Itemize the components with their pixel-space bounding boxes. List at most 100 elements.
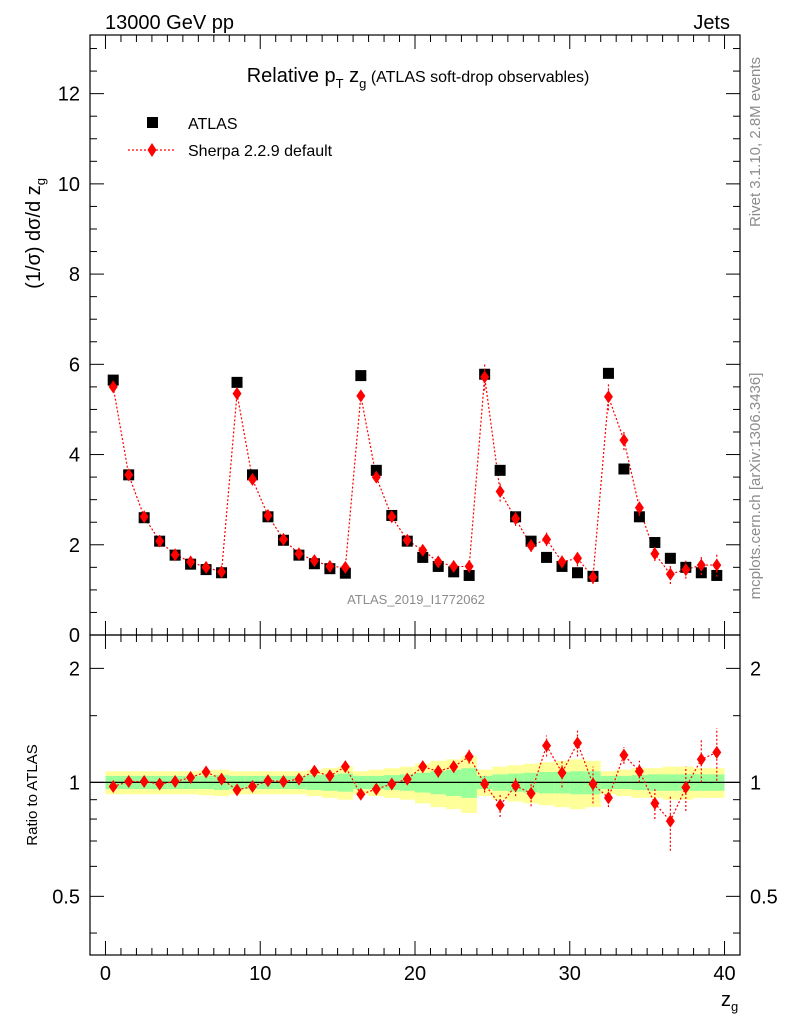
ratio-tick-label-right: 1 — [750, 772, 761, 794]
ratio-point — [340, 760, 350, 774]
ratio-point — [309, 764, 319, 778]
ratio-point — [634, 764, 644, 778]
energy-label: 13000 GeV pp — [105, 12, 234, 34]
ratio-series-layer — [108, 728, 722, 851]
analysis-watermark: ATLAS_2019_I1772062 — [347, 592, 485, 607]
title-z: z — [344, 65, 360, 87]
atlas-point — [695, 567, 707, 579]
sherpa-point — [139, 510, 149, 524]
legend-marker-atlas — [147, 117, 158, 128]
title-z-sub: g — [359, 76, 366, 91]
atlas-point — [231, 376, 243, 388]
ratio-point — [526, 786, 536, 800]
sherpa-point — [619, 433, 629, 447]
rivet-label: Rivet 3.1.10, 2.8M events — [747, 57, 764, 227]
sherpa-point — [186, 555, 196, 569]
sherpa-point — [263, 508, 273, 522]
ratio-point — [464, 750, 474, 764]
sherpa-point — [340, 560, 350, 574]
atlas-point — [355, 370, 367, 382]
ratio-point — [402, 772, 412, 786]
ratio-point — [124, 775, 134, 789]
ratio-tick-label: 2 — [69, 658, 80, 680]
ratio-point — [232, 783, 242, 797]
sherpa-point — [356, 389, 366, 403]
sherpa-point — [696, 558, 706, 572]
axis-ticks — [89, 35, 741, 955]
sherpa-point — [542, 532, 552, 546]
sherpa-point — [201, 560, 211, 574]
ratio-tick-label-right: 0.5 — [750, 886, 778, 908]
title-p: p — [325, 65, 336, 87]
process-label: Jets — [693, 12, 730, 34]
ratio-tick-label-right: 2 — [750, 658, 761, 680]
sherpa-point — [309, 554, 319, 568]
ratio-point — [588, 777, 598, 791]
atlas-point — [664, 552, 676, 564]
ratio-point — [665, 814, 675, 828]
sherpa-point — [634, 501, 644, 515]
ratio-point — [186, 770, 196, 784]
y-tick-label: 10 — [58, 174, 80, 196]
sherpa-point — [433, 555, 443, 569]
y-tick-label: 8 — [69, 264, 80, 286]
ratio-point — [248, 780, 257, 794]
sherpa-point — [124, 468, 134, 482]
atlas-point — [633, 511, 645, 523]
sherpa-point — [325, 559, 335, 573]
ratio-point — [542, 739, 552, 753]
ratio-point — [278, 775, 288, 789]
ratio-axis-label: Ratio to ATLAS — [24, 744, 41, 845]
y-tick-label: 6 — [69, 354, 80, 376]
ratio-point — [170, 775, 180, 789]
sherpa-point — [155, 534, 165, 548]
x-tick-label: 20 — [404, 963, 426, 985]
sherpa-point — [170, 548, 180, 562]
ratio-point — [263, 774, 273, 788]
y-tick-label: 4 — [69, 445, 80, 467]
main-series-layer — [107, 363, 723, 585]
atlas-point — [494, 464, 506, 476]
x-tick-label: 40 — [713, 963, 735, 985]
ratio-point — [217, 772, 227, 786]
y-tick-label: 2 — [69, 535, 80, 557]
ratio-point — [108, 780, 118, 794]
sherpa-point — [108, 380, 118, 394]
sherpa-point — [294, 547, 304, 561]
sherpa-point — [278, 532, 288, 546]
atlas-point — [572, 567, 583, 579]
sherpa-line — [112, 376, 717, 579]
atlas-point — [602, 367, 614, 379]
ratio-point — [201, 765, 211, 779]
sherpa-point — [402, 533, 412, 547]
atlas-point — [107, 374, 119, 386]
atlas-point — [541, 551, 553, 563]
y-axis-label: (1/σ) dσ/d zg — [23, 178, 48, 289]
sherpa-point — [588, 570, 598, 584]
legend-label-sherpa: Sherpa 2.2.9 default — [188, 143, 333, 160]
ratio-point — [433, 764, 443, 778]
ratio-point — [418, 760, 428, 774]
sherpa-point — [464, 559, 474, 573]
ratio-point — [294, 772, 304, 786]
ratio-line — [113, 741, 718, 823]
sherpa-point — [480, 370, 490, 384]
band-inner — [461, 768, 477, 798]
ratio-point — [387, 777, 397, 791]
ratio-point — [449, 760, 459, 774]
ratio-point — [712, 745, 722, 759]
ratio-panel-frame — [89, 634, 741, 956]
sherpa-point — [371, 470, 381, 484]
ratio-tick-label: 0.5 — [52, 886, 80, 908]
ratio-tick-label: 1 — [69, 772, 80, 794]
ratio-point — [325, 769, 335, 783]
sherpa-point — [681, 563, 691, 577]
sherpa-point — [511, 512, 521, 526]
x-axis-label-sub: g — [731, 999, 738, 1014]
sherpa-point — [557, 555, 567, 569]
ratio-point — [557, 766, 567, 780]
y-tick-label: 12 — [58, 84, 80, 106]
title-p-sub: T — [336, 76, 344, 91]
atlas-point — [463, 569, 475, 581]
